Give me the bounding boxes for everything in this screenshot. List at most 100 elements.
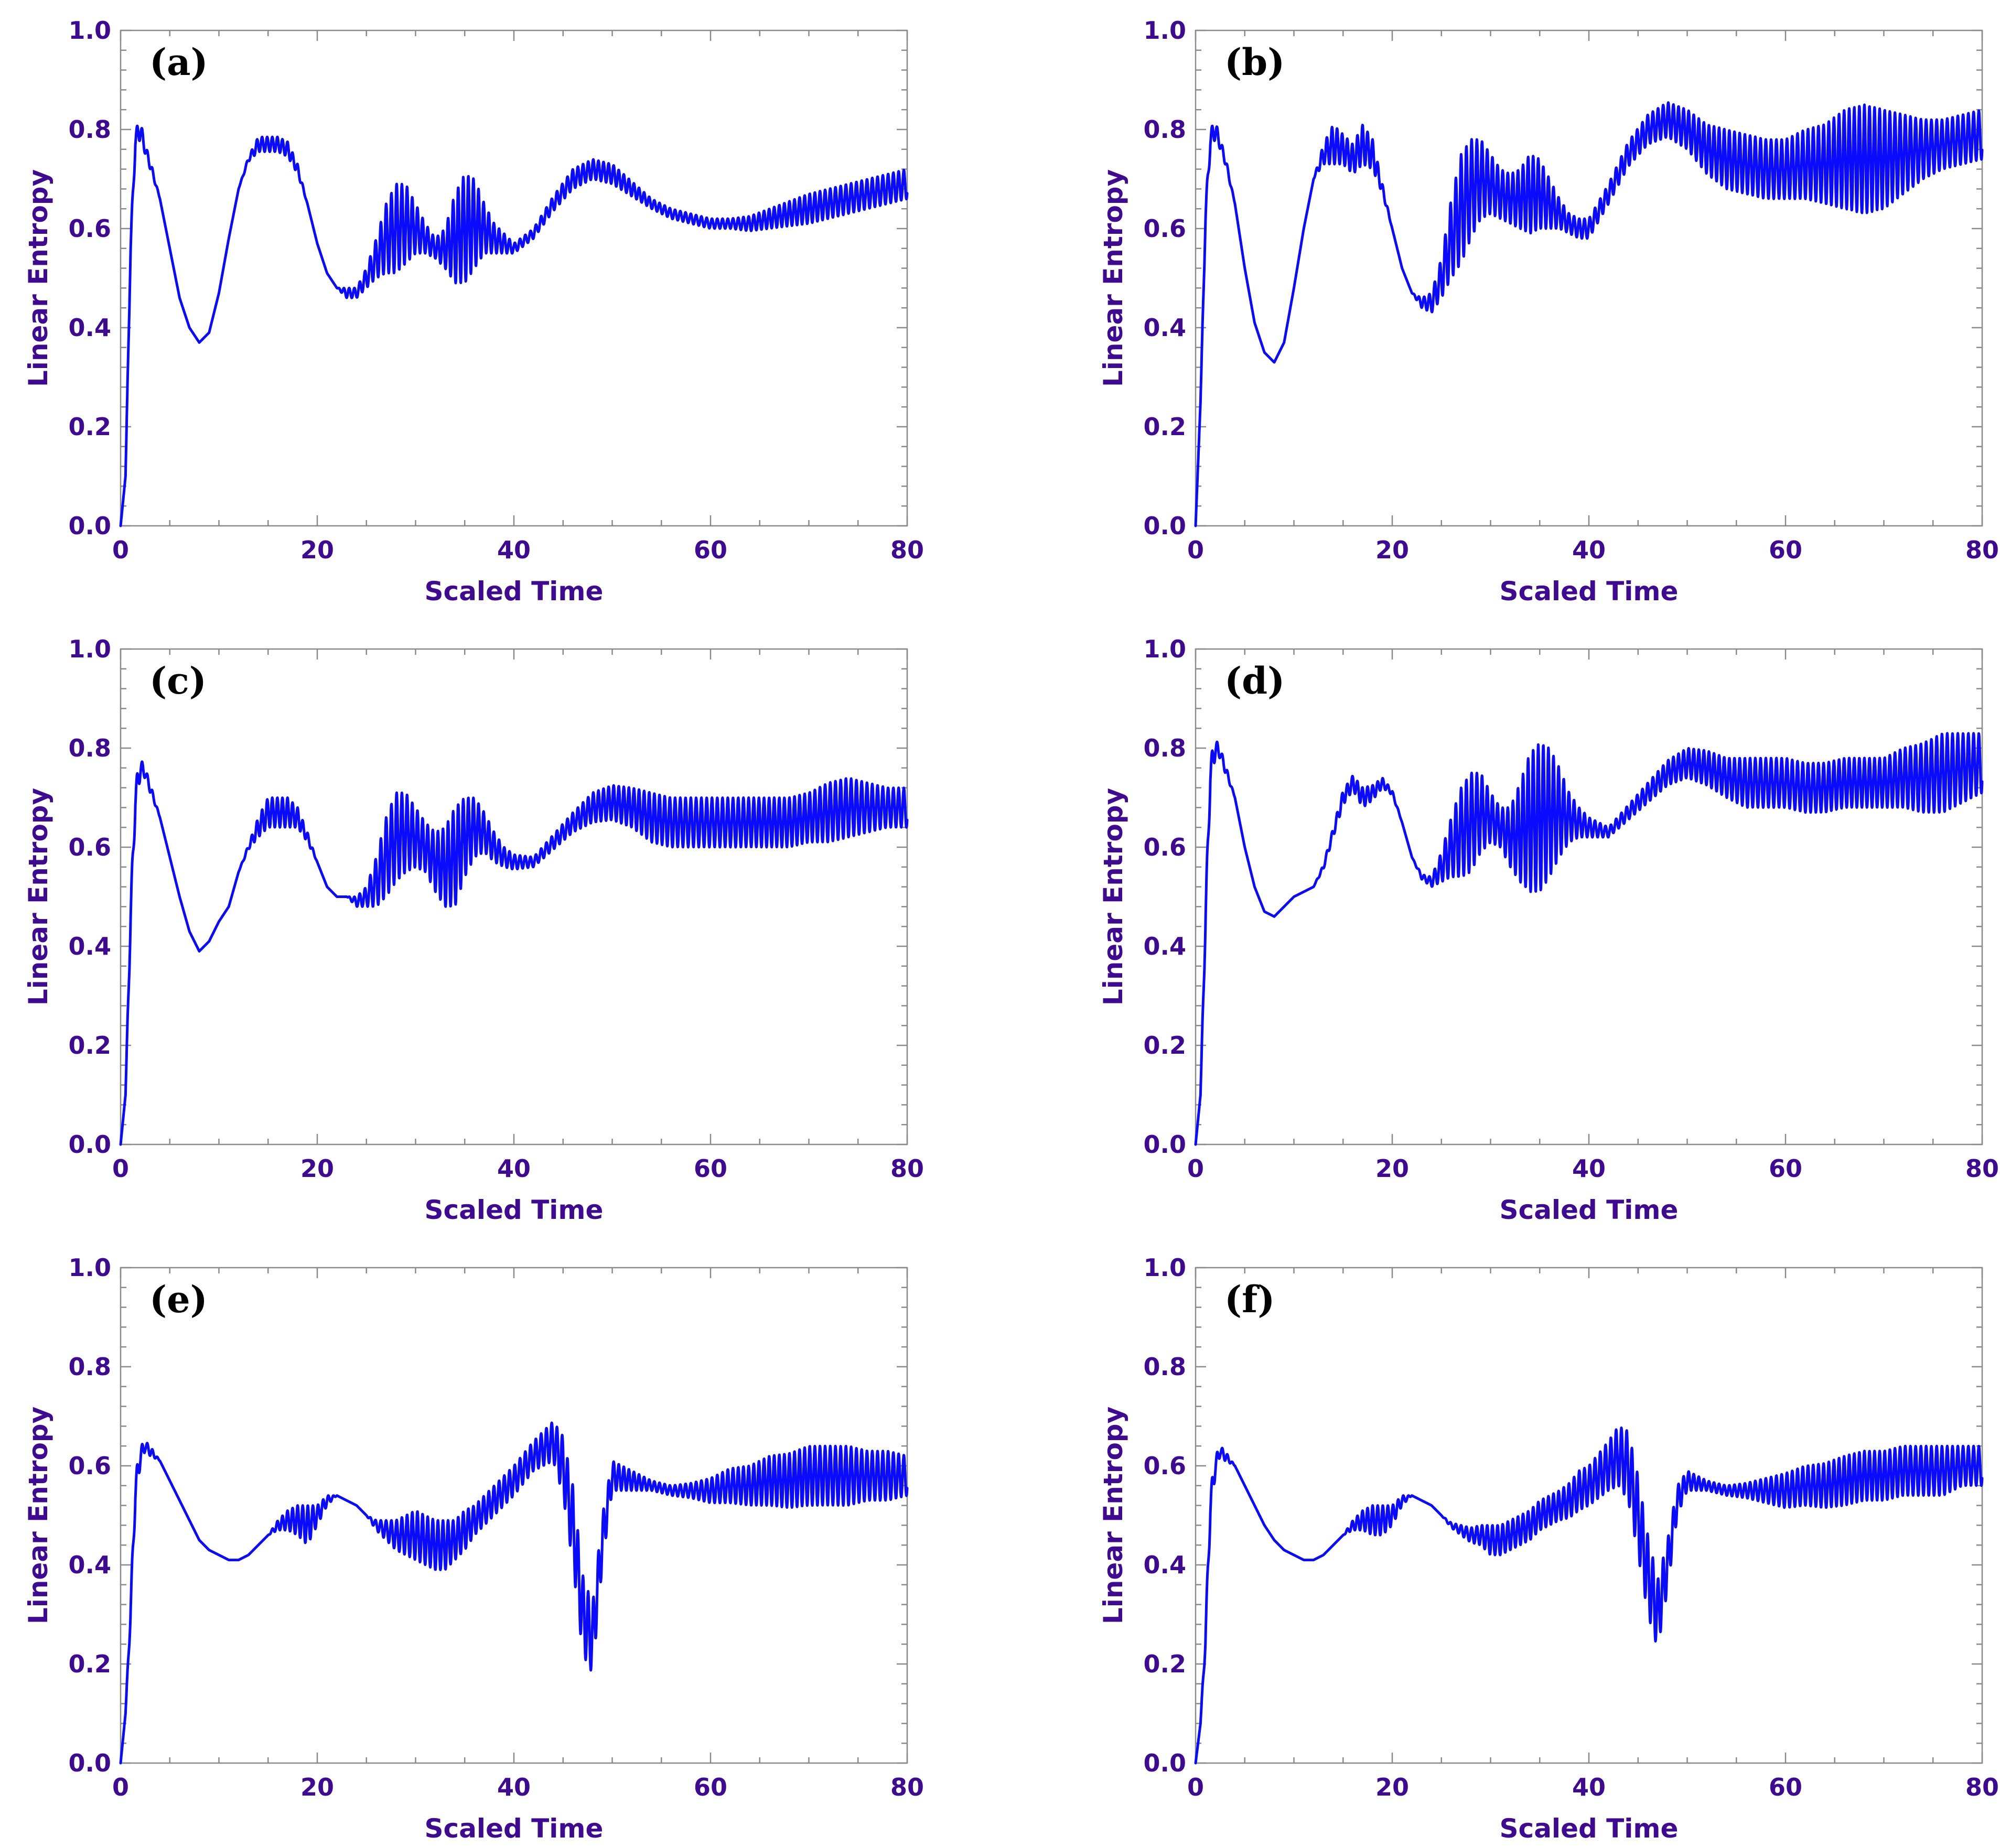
- x-axis-title: Scaled Time: [1500, 1813, 1679, 1844]
- y-tick-label: 0.4: [1144, 314, 1187, 342]
- y-tick-label: 1.0: [1144, 635, 1187, 663]
- x-tick-label: 0: [1187, 1154, 1204, 1183]
- y-tick-label: 0.6: [1144, 833, 1187, 861]
- y-tick-label: 0.8: [69, 734, 112, 762]
- chart-panel-a: 0.0 0.2 0.4 0.6 0.8 1.0 0 20 40 60 80 Scaled Time Li…: [23, 16, 924, 607]
- x-tick-label: 80: [1965, 1773, 1999, 1801]
- x-tick-label: 20: [300, 536, 334, 564]
- x-tick-label: 20: [1375, 1773, 1409, 1801]
- x-tick-label: 40: [1572, 1154, 1606, 1183]
- series-line: [119, 124, 909, 527]
- x-tick-label: 60: [694, 1773, 727, 1801]
- x-tick-label: 80: [890, 536, 924, 564]
- y-tick-label: 0.4: [1144, 932, 1187, 960]
- y-tick-label: 1.0: [69, 16, 112, 45]
- x-tick-label: 20: [300, 1154, 334, 1183]
- y-tick-label: 0.0: [69, 1749, 112, 1777]
- y-tick-label: 0.8: [1144, 115, 1187, 144]
- y-tick-label: 0.0: [1144, 1749, 1187, 1777]
- y-tick-label: 0.6: [69, 214, 112, 243]
- panel-label: (e): [149, 1278, 208, 1321]
- x-tick-label: 60: [1769, 536, 1802, 564]
- x-axis-title: Scaled Time: [425, 1195, 604, 1225]
- series-line: [1194, 732, 1984, 1146]
- x-axis-title: Scaled Time: [1500, 1195, 1679, 1225]
- panel-label: (b): [1224, 40, 1285, 84]
- x-tick-label: 60: [1769, 1773, 1802, 1801]
- y-tick-label: 1.0: [1144, 16, 1187, 45]
- y-tick-label: 0.4: [69, 1551, 112, 1579]
- plot-frame: [1195, 1267, 1983, 1764]
- chart-panel-e: 0.0 0.2 0.4 0.6 0.8 1.0 0 20 40 60 80 Scaled Time Li…: [23, 1253, 924, 1844]
- y-tick-label: 0.8: [1144, 1353, 1187, 1381]
- y-axis-title: Linear Entropy: [1098, 1407, 1128, 1624]
- y-tick-label: 0.6: [69, 1452, 112, 1480]
- y-tick-label: 0.0: [1144, 512, 1187, 540]
- y-axis-title: Linear Entropy: [23, 788, 53, 1006]
- x-tick-label: 60: [1769, 1154, 1802, 1183]
- x-tick-label: 40: [1572, 1773, 1606, 1801]
- y-tick-label: 0.6: [1144, 1452, 1187, 1480]
- y-tick-label: 0.0: [69, 512, 112, 540]
- y-tick-label: 0.2: [69, 1031, 112, 1060]
- x-tick-label: 0: [1187, 536, 1204, 564]
- x-tick-label: 60: [694, 1154, 727, 1183]
- x-tick-label: 40: [1572, 536, 1606, 564]
- y-tick-label: 0.4: [1144, 1551, 1187, 1579]
- x-axis-title: Scaled Time: [425, 1813, 604, 1844]
- plot-frame: [120, 648, 908, 1145]
- x-tick-label: 80: [1965, 1154, 1999, 1183]
- x-tick-label: 20: [300, 1773, 334, 1801]
- y-tick-label: 0.8: [69, 115, 112, 144]
- plot-frame: [1195, 648, 1983, 1145]
- x-axis-title: Scaled Time: [425, 576, 604, 607]
- x-tick-label: 0: [112, 536, 129, 564]
- series-line: [119, 760, 909, 1146]
- panel-label: (c): [149, 659, 207, 703]
- series-line: [1194, 101, 1984, 527]
- plot-frame: [120, 29, 908, 527]
- x-tick-label: 40: [497, 1773, 531, 1801]
- y-tick-label: 0.2: [1144, 1031, 1187, 1060]
- x-tick-label: 0: [1187, 1773, 1204, 1801]
- series-line: [119, 1421, 909, 1765]
- y-tick-label: 0.0: [69, 1130, 112, 1159]
- x-tick-label: 80: [890, 1154, 924, 1183]
- y-tick-label: 1.0: [69, 635, 112, 663]
- x-tick-label: 0: [112, 1154, 129, 1183]
- panel-label: (d): [1224, 659, 1285, 703]
- x-tick-label: 80: [890, 1773, 924, 1801]
- y-tick-label: 0.2: [69, 413, 112, 441]
- y-tick-label: 0.8: [1144, 734, 1187, 762]
- x-tick-label: 20: [1375, 1154, 1409, 1183]
- panel-label: (a): [149, 40, 208, 84]
- y-tick-label: 0.8: [69, 1353, 112, 1381]
- plot-frame: [120, 1267, 908, 1764]
- panel-label: (f): [1224, 1278, 1275, 1321]
- y-tick-label: 1.0: [69, 1253, 112, 1282]
- x-tick-label: 0: [112, 1773, 129, 1801]
- y-tick-label: 0.2: [1144, 1650, 1187, 1678]
- y-axis-title: Linear Entropy: [1098, 788, 1128, 1006]
- y-tick-label: 0.4: [69, 932, 112, 960]
- y-tick-label: 0.4: [69, 314, 112, 342]
- y-axis-title: Linear Entropy: [23, 1407, 53, 1624]
- x-tick-label: 80: [1965, 536, 1999, 564]
- x-tick-label: 40: [497, 1154, 531, 1183]
- x-tick-label: 40: [497, 536, 531, 564]
- chart-panel-b: 0.0 0.2 0.4 0.6 0.8 1.0 0 20 40 60 80 Scaled Time Li…: [1098, 16, 1999, 607]
- chart-panel-d: 0.0 0.2 0.4 0.6 0.8 1.0 0 20 40 60 80 Scaled Time Li…: [1098, 635, 1999, 1225]
- chart-panel-c: 0.0 0.2 0.4 0.6 0.8 1.0 0 20 40 60 80 Scaled Time Li…: [23, 635, 924, 1225]
- y-tick-label: 0.0: [1144, 1130, 1187, 1159]
- x-tick-label: 20: [1375, 536, 1409, 564]
- series-line: [1194, 1426, 1984, 1765]
- y-tick-label: 0.2: [69, 1650, 112, 1678]
- chart-panel-f: 0.0 0.2 0.4 0.6 0.8 1.0 0 20 40 60 80 Scaled Time Li…: [1098, 1253, 1999, 1844]
- y-axis-title: Linear Entropy: [23, 169, 53, 387]
- x-axis-title: Scaled Time: [1500, 576, 1679, 607]
- y-tick-label: 0.6: [1144, 214, 1187, 243]
- y-axis-title: Linear Entropy: [1098, 169, 1128, 387]
- y-tick-label: 1.0: [1144, 1253, 1187, 1282]
- y-tick-label: 0.6: [69, 833, 112, 861]
